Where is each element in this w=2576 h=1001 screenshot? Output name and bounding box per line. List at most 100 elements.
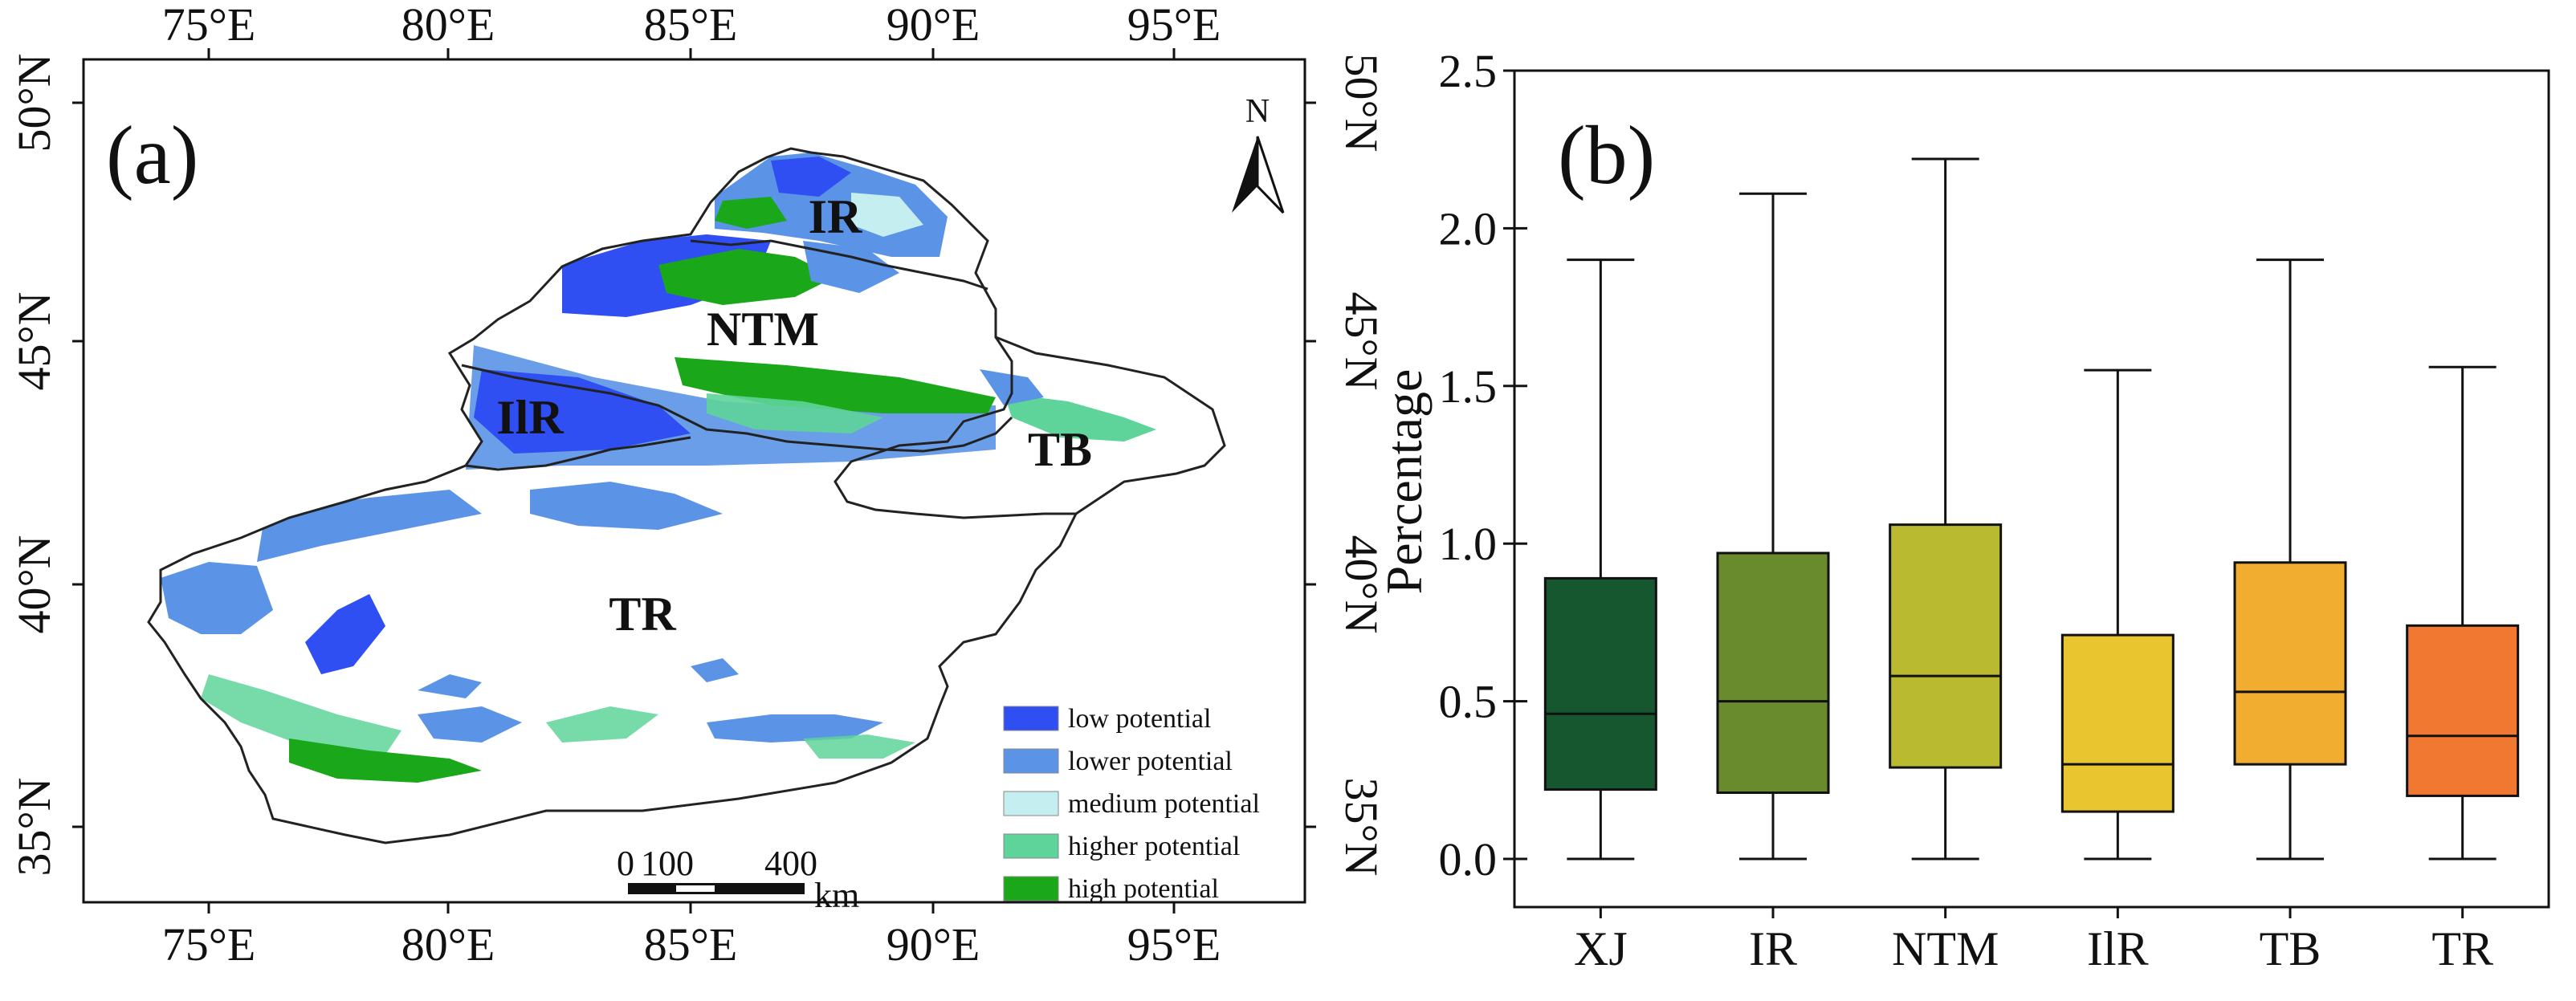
ir-boundary xyxy=(690,239,988,291)
lon-tick-label: 75°E xyxy=(162,0,256,51)
ilr-boundary xyxy=(465,436,691,471)
lon-labels-bottom: 75°E 80°E 85°E 90°E 95°E xyxy=(162,918,1221,970)
raster-patch-low xyxy=(771,157,851,197)
region-label-ir: IR xyxy=(809,190,862,243)
raster-patch-low xyxy=(305,594,385,674)
region-boundaries xyxy=(147,147,1226,844)
scale-label-start: 0 xyxy=(617,844,634,883)
x-tick-label: NTM xyxy=(1892,922,1999,975)
lon-tick-label: 95°E xyxy=(1127,0,1221,51)
lon-tick-label: 85°E xyxy=(644,918,738,970)
legend-swatch xyxy=(1003,748,1059,774)
box-plot-frame xyxy=(1513,69,2550,909)
box-ilr xyxy=(2060,368,2175,861)
y-tick-label: 0.5 xyxy=(1439,676,1498,728)
lon-tick-label: 80°E xyxy=(401,918,495,970)
x-axis: XJ IR NTM IlR TB TR xyxy=(1574,907,2493,975)
region-labels: IR NTM IlR TB TR xyxy=(496,190,1092,641)
iqr-box xyxy=(2060,633,2175,813)
lat-tick-label: 50°N xyxy=(8,53,60,152)
box-xj xyxy=(1543,258,1657,861)
legend-label: low potential xyxy=(1068,704,1211,734)
raster-patch-high xyxy=(658,249,835,305)
box-ir xyxy=(1716,192,1830,861)
lat-tick-label: 45°N xyxy=(8,291,60,390)
y-tick-label: 1.5 xyxy=(1439,360,1498,413)
legend-label: higher potential xyxy=(1068,832,1240,861)
raster-patch-high xyxy=(715,197,787,229)
lat-tick-label: 40°N xyxy=(8,535,60,633)
y-axis-title: Percentage xyxy=(1376,369,1433,595)
y-tick-label: 0.0 xyxy=(1439,833,1498,885)
x-tick-label: TR xyxy=(2431,922,2493,975)
iqr-box xyxy=(1716,551,1830,795)
raster-patch-high xyxy=(289,739,482,783)
raster-patch-low xyxy=(474,369,691,454)
raster-patch-lower xyxy=(803,241,899,293)
region-label-ilr: IlR xyxy=(496,391,564,444)
xinjiang-outline xyxy=(147,147,1226,844)
raster-patch-higher xyxy=(546,706,658,743)
legend-swatch xyxy=(1003,876,1059,901)
lon-tick-label: 90°E xyxy=(887,0,980,51)
y-axis: 0.0 0.5 1.0 1.5 2.0 2.5 xyxy=(1439,45,1527,885)
map-frame-ticks xyxy=(72,48,1316,914)
lon-tick-label: 95°E xyxy=(1127,918,1221,970)
lat-tick-label: 35°N xyxy=(8,777,60,876)
raster-patch-lower xyxy=(707,714,883,743)
legend-label: high potential xyxy=(1068,874,1219,904)
region-label-tr: TR xyxy=(609,588,676,641)
raster-patch-lower xyxy=(530,482,723,530)
lat-labels-left: 50°N 45°N 40°N 35°N xyxy=(8,53,60,876)
box-plot-panel: (b) Percentage 0.0 0.5 1.0 1.5 2.0 2.5 XJ IR NT… xyxy=(1376,45,2550,975)
iqr-box xyxy=(2233,561,2347,766)
scale-unit: km xyxy=(814,876,859,915)
lon-tick-label: 75°E xyxy=(162,918,256,970)
raster-patch-lower xyxy=(418,706,522,743)
x-tick-label: IR xyxy=(1749,922,1797,975)
box-series xyxy=(1543,157,2520,861)
legend-label: medium potential xyxy=(1068,789,1260,819)
raster-patch-higher xyxy=(1004,393,1156,441)
y-tick-label: 1.0 xyxy=(1439,518,1498,570)
raster-patch-higher xyxy=(201,674,401,755)
legend-swatch xyxy=(1003,706,1059,731)
ntm-south-boundary xyxy=(461,364,1013,453)
north-label: N xyxy=(1245,93,1270,130)
lon-tick-label: 90°E xyxy=(887,918,980,970)
lat-tick-label: 50°N xyxy=(1335,53,1388,152)
raster-patch-lower xyxy=(691,658,739,682)
legend-swatch xyxy=(1003,791,1059,816)
lon-labels-top: 75°E 80°E 85°E 90°E 95°E xyxy=(162,0,1221,51)
panel-label-a: (a) xyxy=(106,109,198,201)
scale-label-mid: 100 xyxy=(641,844,694,883)
lon-tick-label: 85°E xyxy=(644,0,738,51)
iqr-box xyxy=(1889,523,2003,769)
legend-swatch xyxy=(1003,833,1059,859)
iqr-box xyxy=(2406,624,2520,797)
map-panel: 75°E 80°E 85°E 90°E 95°E 75°E 80°E 85°E … xyxy=(8,0,1388,970)
raster-patch-higher xyxy=(707,393,883,433)
tb-boundary xyxy=(834,336,1076,519)
x-tick-label: TB xyxy=(2260,922,2321,975)
lon-tick-label: 80°E xyxy=(401,0,495,51)
x-tick-label: IlR xyxy=(2087,922,2149,975)
lat-tick-label: 35°N xyxy=(1335,777,1388,876)
iqr-box xyxy=(1543,576,1657,791)
north-arrow-icon: N xyxy=(1232,93,1285,214)
scale-bar: 0 100 400 km xyxy=(617,844,859,915)
raster-patch-lower xyxy=(418,674,482,698)
box-tr xyxy=(2406,365,2520,861)
map-legend: low potential lower potential medium pot… xyxy=(1003,704,1260,904)
y-tick-label: 2.5 xyxy=(1439,45,1498,97)
raster-patch-lower xyxy=(161,562,273,634)
y-tick-label: 2.0 xyxy=(1439,202,1498,254)
potential-raster xyxy=(161,153,1156,783)
lat-labels-right: 50°N 45°N 40°N 35°N xyxy=(1335,53,1388,876)
panel-label-b: (b) xyxy=(1558,109,1655,201)
region-label-tb: TB xyxy=(1028,423,1092,476)
box-tb xyxy=(2233,258,2347,861)
raster-patch-medium xyxy=(851,193,923,237)
scale-label-end: 400 xyxy=(764,844,817,883)
